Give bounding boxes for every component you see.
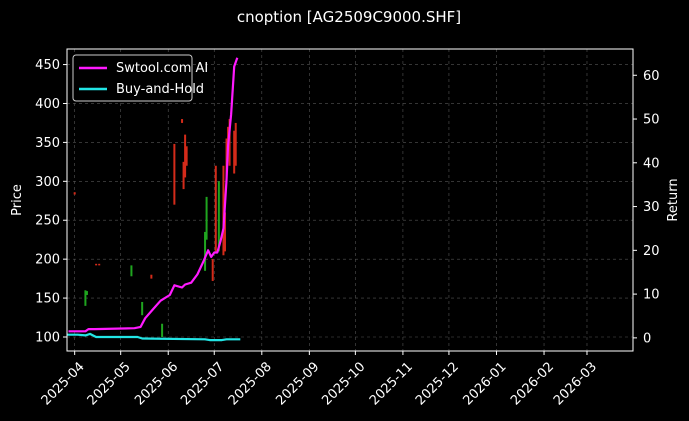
y-left-tick-label: 100 (35, 330, 60, 345)
price-bar (181, 119, 184, 123)
price-bar (223, 212, 226, 252)
price-bar (73, 192, 76, 195)
y-right-tick-label: 0 (643, 331, 651, 346)
grid (67, 49, 633, 351)
y-axis-left-label: Price (10, 184, 25, 216)
price-bar (141, 301, 144, 316)
y-left-tick-label: 450 (35, 58, 60, 73)
price-bar (173, 143, 176, 205)
strategy-line (68, 57, 239, 333)
price-bar (130, 265, 133, 277)
y-left-tick-label: 350 (35, 136, 60, 151)
legend-label-strategy: Swtool.com AI (116, 61, 208, 76)
y-left-tick-label: 200 (35, 253, 60, 268)
y-left-tick-label: 400 (35, 97, 60, 112)
price-bar (84, 290, 87, 306)
y-axis-left: 100 150 200 250 300 350 400 450 (35, 58, 67, 345)
y-left-tick-label: 250 (35, 214, 60, 229)
plot-frame (66, 48, 634, 352)
price-bar (85, 291, 88, 295)
price-bar (185, 146, 188, 166)
legend: Swtool.com AI Buy-and-Hold (72, 54, 208, 102)
y-left-tick-label: 300 (35, 175, 60, 190)
price-bar (211, 259, 214, 281)
price-bar (182, 161, 185, 190)
price-bar (217, 181, 220, 252)
price-bar (233, 130, 236, 174)
price-bar (204, 231, 207, 271)
benchmark-line (67, 332, 241, 342)
price-bar (184, 134, 187, 178)
y-right-tick-label: 10 (643, 288, 660, 303)
price-bar (161, 323, 164, 337)
legend-label-benchmark: Buy-and-Hold (116, 82, 204, 97)
price-bar (222, 165, 225, 256)
y-right-tick-label: 40 (643, 156, 660, 171)
y-right-tick-label: 30 (643, 200, 660, 215)
y-right-tick-label: 60 (643, 69, 660, 84)
y-axis-right-label: Return (666, 178, 681, 221)
price-bars (73, 119, 237, 337)
price-bar (205, 196, 208, 240)
y-axis-right: 0 10 20 30 40 50 60 (633, 69, 660, 346)
price-bar (228, 119, 231, 166)
chart-title: cnoption [AG2509C9000.SHF] (237, 8, 461, 26)
price-bar (95, 263, 98, 266)
y-right-tick-label: 20 (643, 244, 660, 259)
price-bar (234, 122, 237, 166)
y-left-tick-label: 150 (35, 292, 60, 307)
price-bar (150, 274, 153, 279)
series-lines (67, 57, 241, 342)
price-bar (98, 263, 101, 266)
price-bar (214, 165, 217, 252)
y-right-tick-label: 50 (643, 113, 660, 128)
